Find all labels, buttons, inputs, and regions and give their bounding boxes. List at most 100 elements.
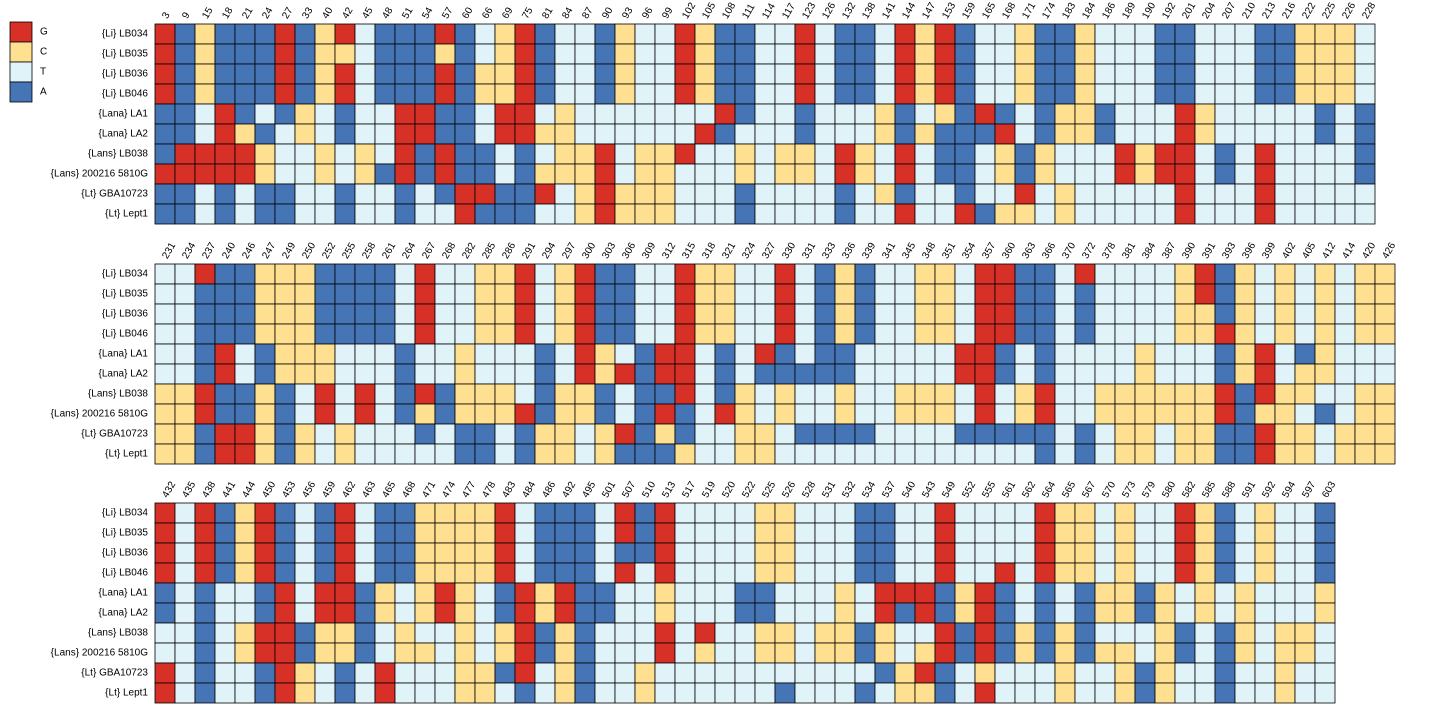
cell: [1074, 383, 1096, 405]
cell: [154, 363, 176, 385]
cell: [1294, 163, 1316, 185]
cell: [314, 283, 336, 305]
cell: [1354, 203, 1376, 225]
cell: [1234, 43, 1256, 65]
cell: [954, 83, 976, 105]
cell: [474, 363, 496, 385]
cell: [1094, 143, 1116, 165]
position-label: 126: [820, 0, 838, 20]
cell: [634, 403, 656, 425]
cell: [1114, 123, 1136, 145]
cell: [814, 163, 836, 185]
cell: [254, 303, 276, 325]
cell: [814, 522, 836, 544]
cell: [234, 582, 256, 604]
cell: [834, 143, 856, 165]
cell: [594, 43, 616, 65]
cell: [1314, 143, 1336, 165]
cell: [934, 363, 956, 385]
cell: [894, 662, 916, 684]
cell: [1274, 622, 1296, 644]
cell: [1354, 103, 1376, 125]
cell: [594, 163, 616, 185]
cell: [1294, 662, 1316, 684]
cell: [714, 502, 736, 524]
position-label: 42: [340, 5, 355, 21]
cell: [1194, 602, 1216, 624]
cell: [374, 283, 396, 305]
position-label: 117: [780, 1, 798, 21]
cell: [314, 123, 336, 145]
cell: [1134, 343, 1156, 365]
cell: [1174, 542, 1196, 564]
cell: [1074, 642, 1096, 664]
cell: [1234, 263, 1256, 285]
cell: [314, 602, 336, 624]
cell: [854, 283, 876, 305]
cell: [1274, 303, 1296, 325]
cell: [574, 203, 596, 225]
cell: [734, 323, 756, 345]
cell: [1114, 542, 1136, 564]
cell: [314, 622, 336, 644]
cell: [974, 383, 996, 405]
cell: [974, 83, 996, 105]
cell: [234, 602, 256, 624]
position-label: 315: [680, 240, 698, 260]
position-label: 345: [900, 240, 918, 260]
cell: [354, 303, 376, 325]
cell: [854, 363, 876, 385]
cell: [294, 642, 316, 664]
cell: [1094, 343, 1116, 365]
cell: [954, 343, 976, 365]
cell: [374, 63, 396, 85]
cell: [194, 622, 216, 644]
cell: [1074, 622, 1096, 644]
cell: [294, 522, 316, 544]
cell: [1094, 383, 1116, 405]
cell: [954, 323, 976, 345]
cell: [1234, 602, 1256, 624]
cell: [154, 23, 176, 45]
cell: [1034, 343, 1056, 365]
cell: [414, 562, 436, 584]
cell: [574, 622, 596, 644]
cell: [694, 23, 716, 45]
cell: [294, 103, 316, 125]
cell: [534, 622, 556, 644]
cell: [474, 183, 496, 205]
cell: [154, 63, 176, 85]
cell: [534, 303, 556, 325]
cell: [394, 303, 416, 325]
position-label: 570: [1100, 479, 1118, 499]
cell: [754, 23, 776, 45]
cell: [254, 662, 276, 684]
cell: [454, 582, 476, 604]
cell: [1254, 23, 1276, 45]
cell: [234, 263, 256, 285]
position-label: 75: [520, 5, 535, 21]
cell: [334, 642, 356, 664]
cell: [994, 83, 1016, 105]
cell: [1034, 662, 1056, 684]
legend-swatch: [9, 81, 33, 103]
cell: [874, 163, 896, 185]
cell: [254, 443, 276, 465]
cell: [214, 263, 236, 285]
position-label: 228: [1360, 0, 1378, 20]
cell: [854, 622, 876, 644]
cell: [254, 403, 276, 425]
cell: [674, 183, 696, 205]
cell: [594, 582, 616, 604]
cell: [1054, 662, 1076, 684]
cell: [214, 363, 236, 385]
cell: [1134, 443, 1156, 465]
cell: [754, 63, 776, 85]
position-label: 18: [220, 5, 235, 21]
cell: [794, 123, 816, 145]
cell: [854, 203, 876, 225]
cell: [1014, 562, 1036, 584]
cell: [1014, 83, 1036, 105]
cell: [1094, 43, 1116, 65]
cell: [634, 203, 656, 225]
